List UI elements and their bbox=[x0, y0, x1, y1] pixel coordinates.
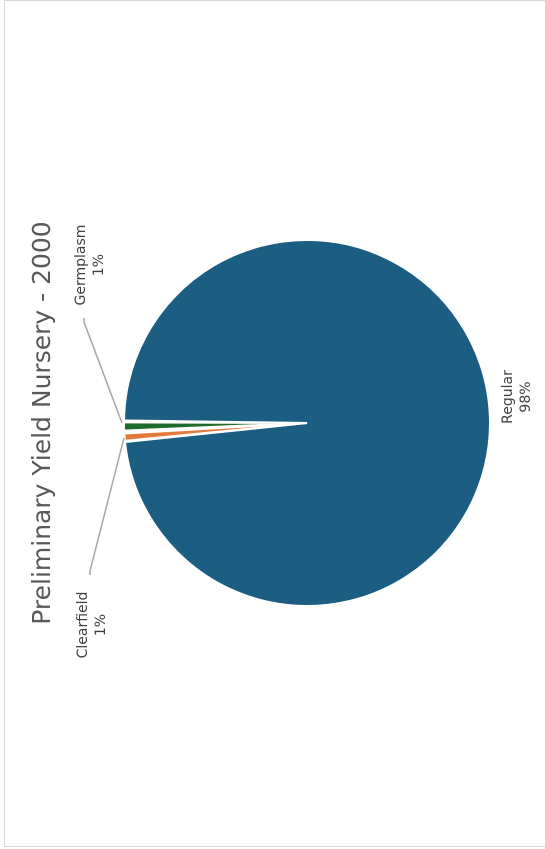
label-regular-value: 98% bbox=[518, 381, 534, 412]
data-label-clearfield: Clearfield 1% bbox=[75, 592, 109, 659]
data-label-regular: Regular 98% bbox=[500, 370, 534, 424]
pie-slice-germplasm bbox=[123, 421, 308, 432]
label-clearfield-value: 1% bbox=[93, 614, 109, 636]
label-clearfield-name: Clearfield bbox=[75, 592, 91, 659]
leader-lines bbox=[83, 318, 125, 575]
chart-frame bbox=[4, 0, 545, 847]
leader-line-germplasm bbox=[83, 318, 123, 424]
pie-slice-clearfield bbox=[123, 422, 308, 442]
label-germplasm-value: 1% bbox=[91, 254, 107, 276]
data-label-germplasm: Germplasm 1% bbox=[73, 225, 107, 306]
label-regular-name: Regular bbox=[500, 370, 516, 424]
chart-title: Preliminary Yield Nursery - 2000 bbox=[27, 221, 56, 624]
label-germplasm-name: Germplasm bbox=[73, 225, 89, 306]
pie-slices bbox=[123, 239, 491, 608]
leader-line-clearfield bbox=[89, 437, 125, 575]
